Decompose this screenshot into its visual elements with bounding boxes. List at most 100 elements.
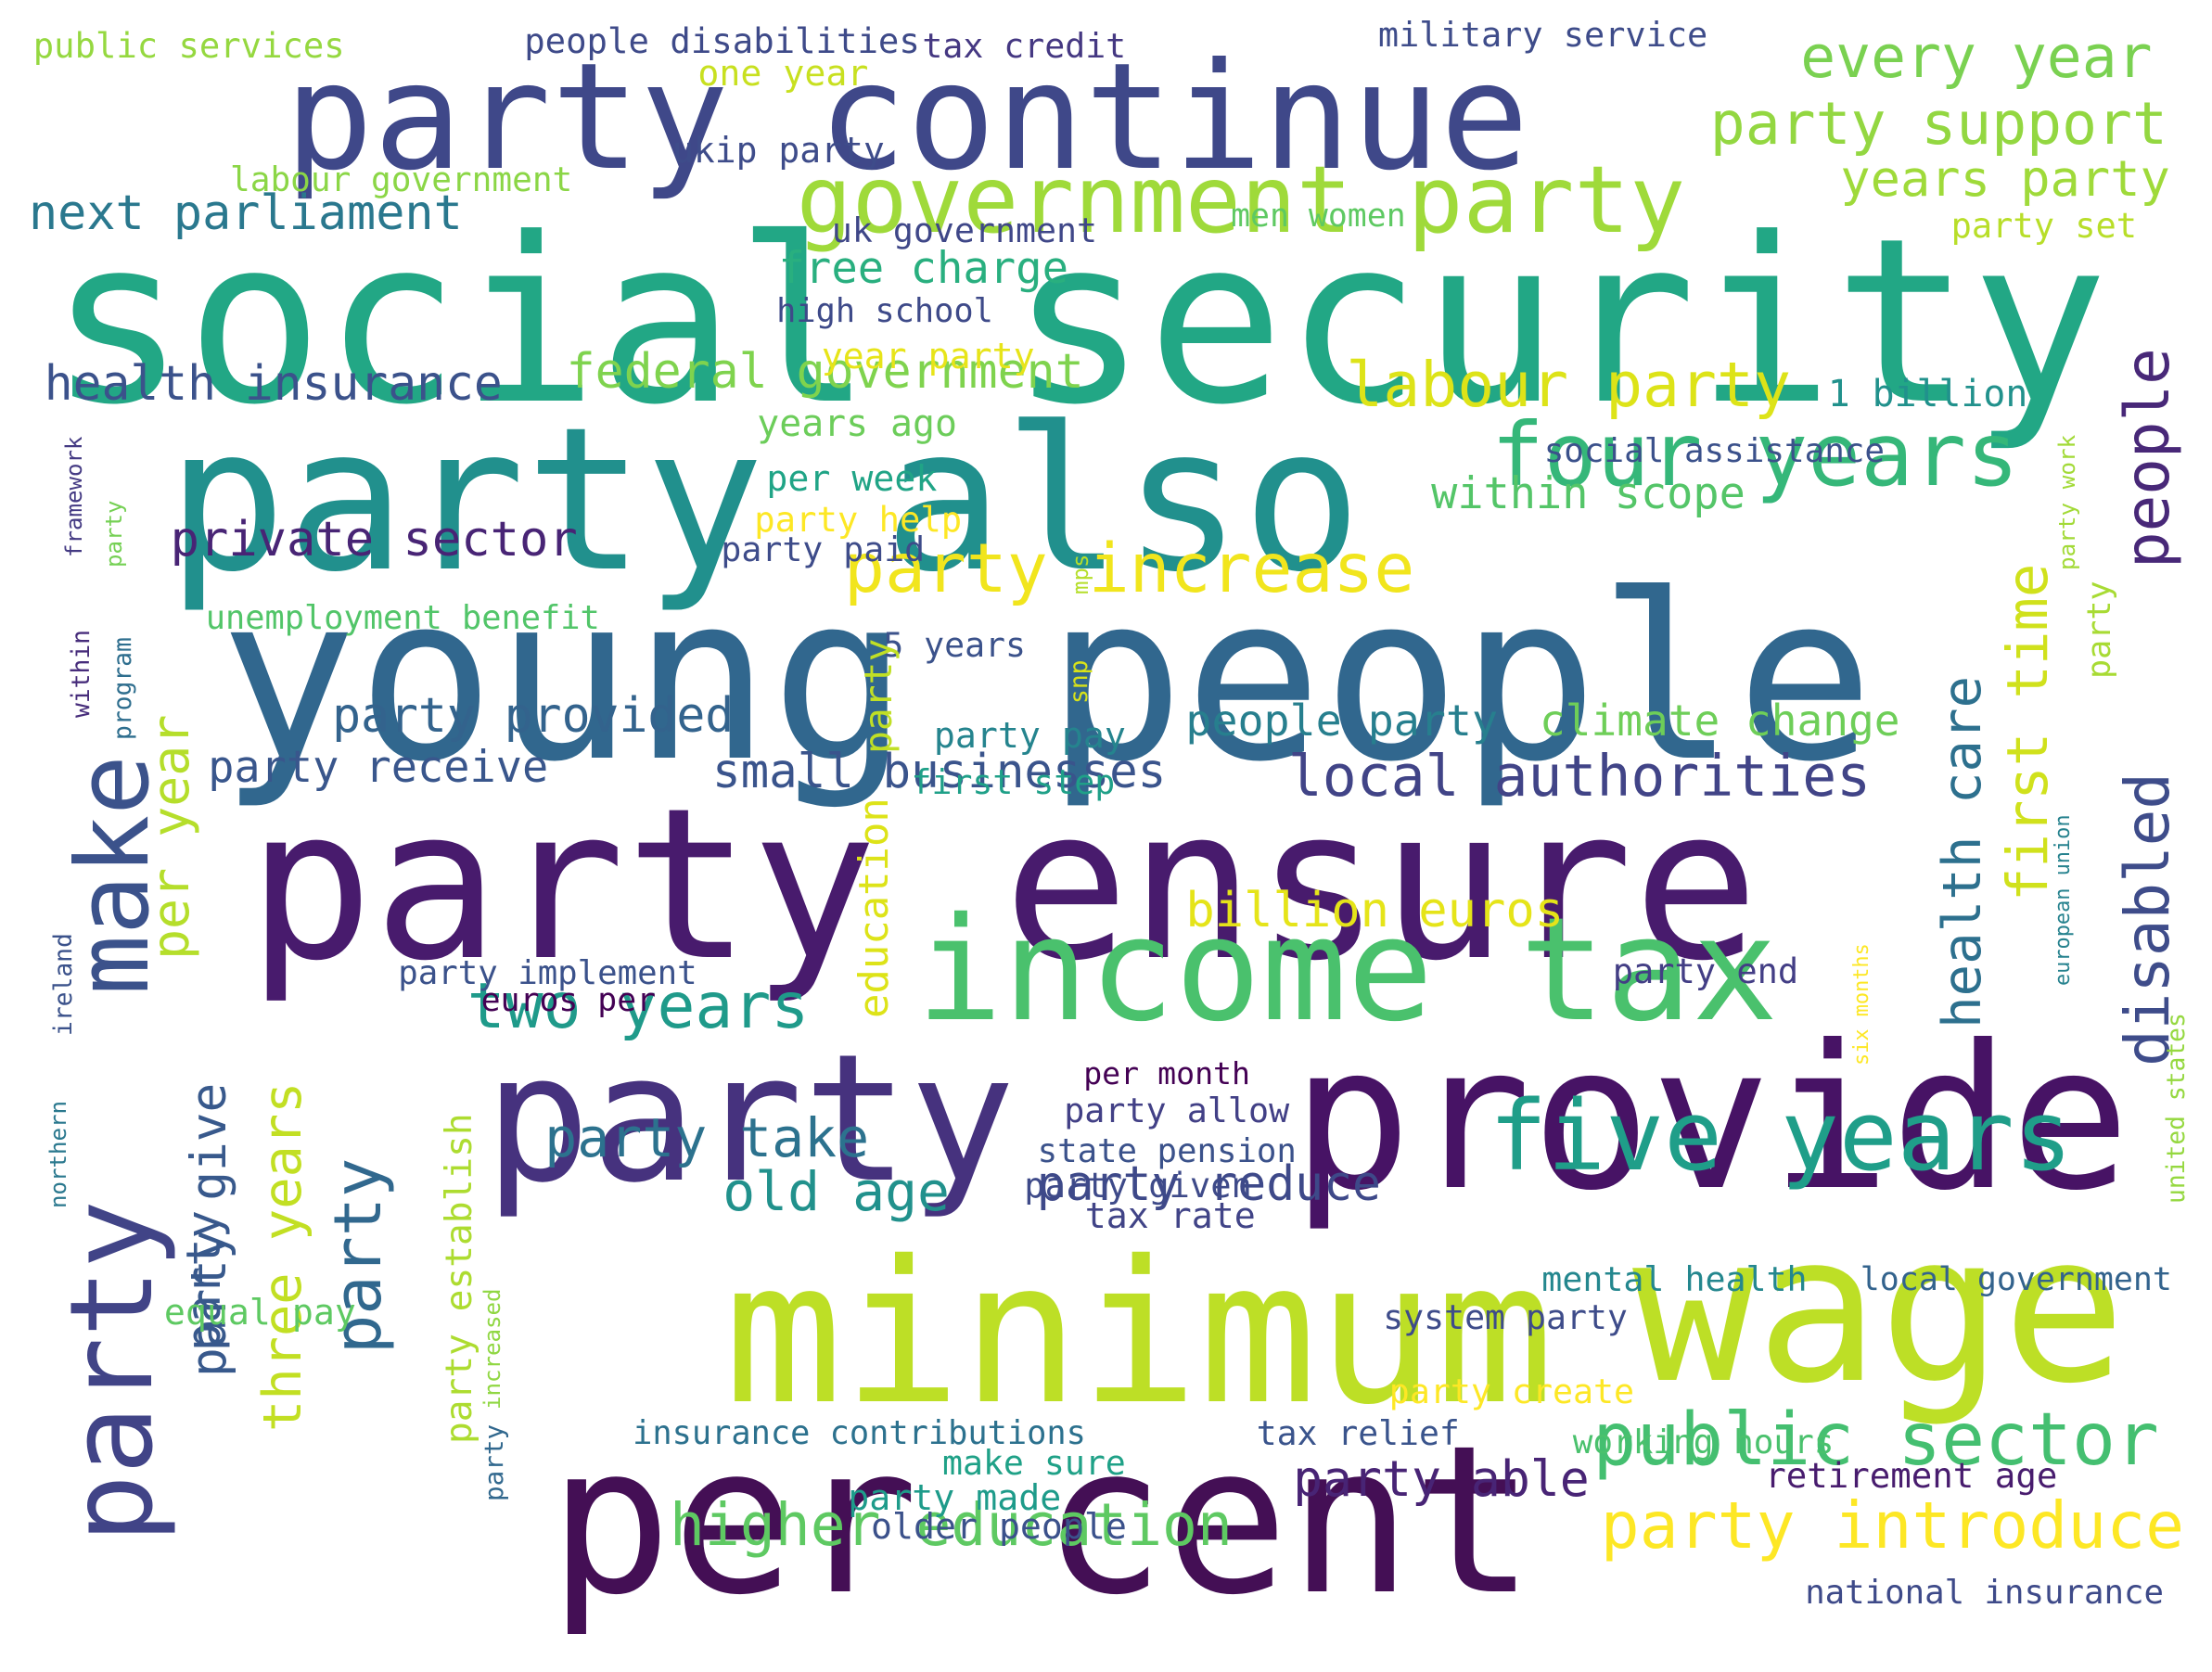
word: per week	[766, 458, 938, 500]
word: party also	[166, 385, 1362, 616]
word: party provided	[332, 687, 735, 744]
word: public services	[32, 25, 345, 66]
word: party introduce	[1600, 1488, 2185, 1564]
word: framework	[60, 436, 87, 557]
word: euros per	[480, 981, 657, 1019]
word: united states	[2162, 1013, 2191, 1205]
word: system party	[1383, 1296, 1628, 1337]
word: uk government	[831, 211, 1098, 251]
word: party	[45, 1200, 179, 1544]
word: free charge	[778, 242, 1069, 294]
word: party made	[848, 1478, 1062, 1520]
word: party receive	[208, 742, 549, 793]
word: billion euros	[1185, 882, 1565, 938]
word: party help	[754, 499, 963, 541]
word: party	[479, 1424, 510, 1502]
word: party given	[1024, 1165, 1252, 1206]
word: working hours	[1572, 1423, 1835, 1461]
word: party work	[2052, 434, 2080, 570]
word: high school	[776, 291, 993, 330]
word: people	[2111, 348, 2183, 568]
word: young people	[219, 546, 1874, 813]
word: make sure	[942, 1443, 1126, 1484]
word: local authorities	[1287, 743, 1872, 810]
word: people disabilities	[524, 19, 920, 61]
word: local government	[1860, 1260, 2172, 1298]
word: mps	[1068, 554, 1093, 595]
word: five years	[1489, 1079, 2073, 1193]
word: state pension	[1037, 1132, 1297, 1171]
word: party	[2079, 581, 2118, 679]
word: two years	[467, 970, 810, 1044]
word: party	[856, 638, 901, 755]
word: four years	[1490, 404, 2019, 506]
word: men women	[1231, 198, 1406, 236]
word: people party	[1185, 695, 1499, 746]
word: within	[68, 630, 96, 719]
word: military service	[1377, 15, 1708, 56]
word: party set	[1950, 205, 2138, 246]
word: party	[484, 1015, 1016, 1222]
word: old age	[722, 1159, 951, 1223]
word: small businesses	[712, 743, 1167, 798]
word: higher education	[670, 1490, 1233, 1559]
word: labour government	[230, 160, 573, 199]
word: party paid	[721, 529, 926, 569]
word: program	[109, 637, 138, 741]
word: labour party	[1346, 348, 1791, 421]
word: northern	[45, 1101, 72, 1209]
word: party pay	[933, 716, 1126, 758]
word: within scope	[1431, 468, 1745, 520]
word: european union	[2052, 813, 2076, 986]
word: equal pay	[163, 1293, 356, 1334]
word: private sector	[170, 512, 578, 568]
word: social security	[48, 189, 2109, 454]
word: income tax	[916, 887, 1779, 1053]
word: national insurance	[1805, 1573, 2164, 1612]
word: three years	[251, 1081, 313, 1432]
word: social assistance	[1543, 431, 1886, 470]
word: one year	[697, 54, 869, 96]
word: 1 billion	[1827, 372, 2028, 415]
word: increased	[479, 1287, 505, 1410]
word: per month	[1083, 1054, 1251, 1091]
word: party able	[1293, 1450, 1590, 1509]
word: tax relief	[1256, 1412, 1460, 1453]
word: party take	[544, 1105, 870, 1169]
word: unemployment benefit	[205, 598, 600, 637]
word: minimum	[723, 1219, 1554, 1449]
word: ukip party	[672, 130, 885, 172]
word: party create	[1388, 1371, 1635, 1411]
word: party support	[1709, 89, 2167, 158]
word: year party	[821, 336, 1035, 377]
word: retirement age	[1765, 1454, 2058, 1496]
word: provide	[1291, 1002, 2130, 1234]
word: years party	[1840, 149, 2170, 209]
word: federal government	[566, 344, 1084, 401]
word: every year	[1800, 22, 2153, 91]
word: education	[850, 798, 899, 1018]
word: party ensure	[247, 763, 1759, 1007]
word: per cent	[548, 1402, 1536, 1641]
word: tax rate	[1084, 1195, 1256, 1237]
word: 5 years	[883, 624, 1027, 665]
word: government party	[796, 147, 1686, 254]
word: public sector	[1592, 1398, 2159, 1483]
word: party allow	[1064, 1090, 1290, 1130]
word: older people	[871, 1507, 1127, 1548]
word: insurance contributions	[633, 1414, 1086, 1453]
word: health care	[1930, 675, 1993, 1028]
word: party establish	[438, 1112, 481, 1444]
word: six months	[1850, 942, 1874, 1066]
word: climate change	[1540, 696, 1900, 746]
word: first step	[911, 761, 1116, 802]
word: mental health	[1541, 1258, 1808, 1299]
word: per year	[141, 714, 201, 960]
word: health insurance	[44, 356, 503, 413]
word: wage	[1632, 1191, 2127, 1430]
word: tax credit	[922, 26, 1127, 67]
word: snp	[1065, 659, 1093, 705]
word: party implement	[398, 954, 697, 993]
word: party	[100, 499, 127, 568]
